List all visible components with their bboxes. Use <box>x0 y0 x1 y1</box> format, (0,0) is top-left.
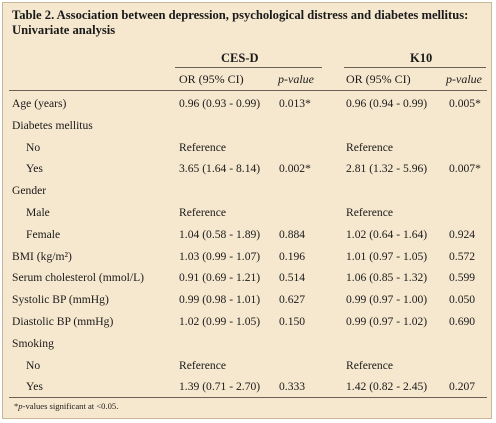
cell-or-k10: Reference <box>346 141 393 154</box>
cell-p-cesd: 0.333 <box>279 380 306 393</box>
group-rule-k10 <box>344 67 486 68</box>
cell-or-cesd: 0.96 (0.93 - 0.99) <box>179 97 261 110</box>
cell-or-cesd: Reference <box>179 141 226 154</box>
cell-or-k10: 1.02 (0.64 - 1.64) <box>346 228 428 241</box>
cell-p-cesd: 0.002* <box>279 162 311 175</box>
cell-or-cesd: 1.03 (0.99 - 1.07) <box>179 250 261 263</box>
row-label: Yes <box>26 380 43 393</box>
cell-or-k10: 0.99 (0.97 - 1.02) <box>346 315 428 328</box>
cell-p-cesd: 0.013* <box>279 97 311 110</box>
row-label: Serum cholesterol (mmol/L) <box>12 271 145 284</box>
cell-or-k10: Reference <box>346 359 393 372</box>
cell-or-cesd: Reference <box>179 359 226 372</box>
row-label: Age (years) <box>12 97 67 110</box>
cell-p-k10: 0.207 <box>449 380 476 393</box>
cell-or-cesd: 1.02 (0.99 - 1.05) <box>179 315 261 328</box>
cell-p-k10: 0.690 <box>449 315 476 328</box>
cell-or-cesd: 0.99 (0.98 - 1.01) <box>179 293 261 306</box>
col-header-p-1: p-value <box>278 72 314 86</box>
bottom-rule <box>9 397 487 398</box>
row-label: Smoking <box>12 337 54 350</box>
cell-p-cesd: 0.196 <box>279 250 306 263</box>
cell-p-k10: 0.572 <box>449 250 476 263</box>
row-label: Yes <box>26 162 43 175</box>
row-label: Systolic BP (mmHg) <box>12 293 109 306</box>
group-header-cesd: CES-D <box>221 51 259 65</box>
col-header-or-2: OR (95% CI) <box>346 72 411 86</box>
footnote: *p-values significant at <0.05. <box>14 401 118 412</box>
header-rule <box>9 90 487 91</box>
footnote-lead: * <box>14 401 19 411</box>
row-label: No <box>26 141 41 154</box>
row-label: Male <box>26 206 50 219</box>
cell-p-cesd: 0.150 <box>279 315 306 328</box>
table-container: Table 2. Association between depression,… <box>2 2 492 419</box>
table-title: Table 2. Association between depression,… <box>12 8 469 37</box>
cell-or-k10: 1.42 (0.82 - 2.45) <box>346 380 428 393</box>
col-header-p-2: p-value <box>446 72 482 86</box>
row-label: Diabetes mellitus <box>12 119 93 132</box>
footnote-italic: p <box>18 401 23 411</box>
col-header-or-1: OR (95% CI) <box>179 72 244 86</box>
group-rule-cesd <box>175 67 322 68</box>
row-label: Diastolic BP (mmHg) <box>12 315 114 328</box>
row-label: No <box>26 359 41 372</box>
row-label: Gender <box>12 184 47 197</box>
cell-p-k10: 0.007* <box>449 162 481 175</box>
cell-p-k10: 0.924 <box>449 228 476 241</box>
cell-p-k10: 0.050 <box>449 293 476 306</box>
cell-or-k10: 2.81 (1.32 - 5.96) <box>346 162 428 175</box>
cell-or-k10: 1.01 (0.97 - 1.05) <box>346 250 428 263</box>
row-label: BMI (kg/m²) <box>12 250 72 263</box>
group-header-k10: K10 <box>410 51 433 65</box>
cell-or-k10: Reference <box>346 206 393 219</box>
cell-or-k10: 0.99 (0.97 - 1.00) <box>346 293 428 306</box>
cell-or-k10: 1.06 (0.85 - 1.32) <box>346 271 428 284</box>
cell-p-k10: 0.599 <box>449 271 476 284</box>
cell-p-cesd: 0.627 <box>279 293 306 306</box>
cell-or-cesd: 3.65 (1.64 - 8.14) <box>179 162 261 175</box>
cell-p-cesd: 0.884 <box>279 228 306 241</box>
cell-or-cesd: 1.04 (0.58 - 1.89) <box>179 228 261 241</box>
footnote-rest: -values significant at <0.05. <box>22 401 119 411</box>
cell-or-cesd: Reference <box>179 206 226 219</box>
cell-p-cesd: 0.514 <box>279 271 306 284</box>
cell-p-k10: 0.005* <box>449 97 481 110</box>
cell-or-cesd: 0.91 (0.69 - 1.21) <box>179 271 261 284</box>
cell-or-cesd: 1.39 (0.71 - 2.70) <box>179 380 261 393</box>
cell-or-k10: 0.96 (0.94 - 0.99) <box>346 97 428 110</box>
row-label: Female <box>26 228 61 241</box>
